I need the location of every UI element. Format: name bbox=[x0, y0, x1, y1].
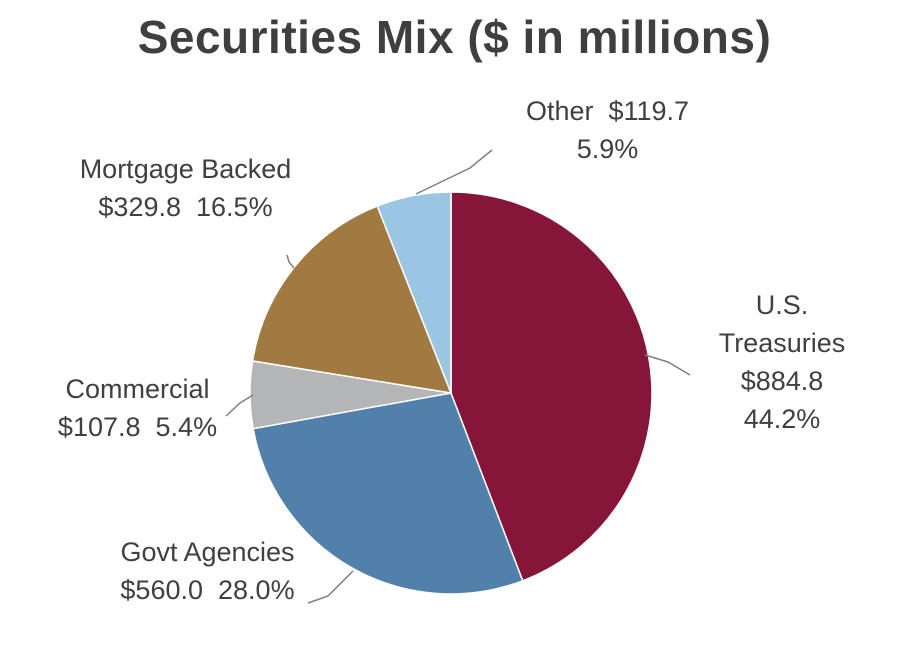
label-govt-value: $560.0 bbox=[120, 575, 203, 605]
pie-slice-other bbox=[376, 191, 452, 394]
label-mortgage-value: $329.8 bbox=[98, 192, 181, 222]
label-commercial-pct: 5.4% bbox=[155, 412, 218, 442]
leader-line-mortgage bbox=[286, 254, 295, 269]
label-govt-name: Govt Agencies bbox=[120, 537, 295, 567]
label-treasuries: U.S. Treasuries $884.8 44.2% bbox=[697, 286, 867, 438]
leader-line-other bbox=[415, 149, 493, 195]
label-commercial-name: Commercial bbox=[65, 374, 210, 404]
leader-line-treasuries bbox=[644, 354, 691, 376]
pie-slice-govt bbox=[252, 392, 524, 595]
label-treasuries-name-1: U.S. bbox=[755, 290, 809, 320]
leader-line-commercial bbox=[225, 394, 254, 417]
leader-line-govt bbox=[307, 570, 354, 604]
label-other-pct: 5.9% bbox=[576, 134, 639, 164]
label-treasuries-value: $884.8 bbox=[740, 366, 824, 396]
chart-title: Securities Mix ($ in millions) bbox=[137, 11, 772, 63]
label-mortgage: Mortgage Backed $329.8 16.5% bbox=[58, 150, 313, 226]
label-other-name: Other bbox=[525, 96, 594, 126]
label-govt: Govt Agencies $560.0 28.0% bbox=[100, 533, 315, 609]
label-govt-pct: 28.0% bbox=[218, 575, 295, 605]
label-mortgage-name: Mortgage Backed bbox=[79, 154, 292, 184]
label-treasuries-pct: 44.2% bbox=[743, 404, 821, 434]
pie-slice-mortgage bbox=[251, 205, 453, 394]
label-commercial-value: $107.8 bbox=[57, 412, 141, 442]
label-mortgage-pct: 16.5% bbox=[196, 192, 273, 222]
label-treasuries-name-2: Treasuries bbox=[718, 328, 846, 358]
label-other-value: $119.7 bbox=[608, 96, 690, 126]
label-commercial: Commercial $107.8 5.4% bbox=[40, 370, 235, 446]
label-other: Other $119.7 5.9% bbox=[500, 92, 715, 168]
